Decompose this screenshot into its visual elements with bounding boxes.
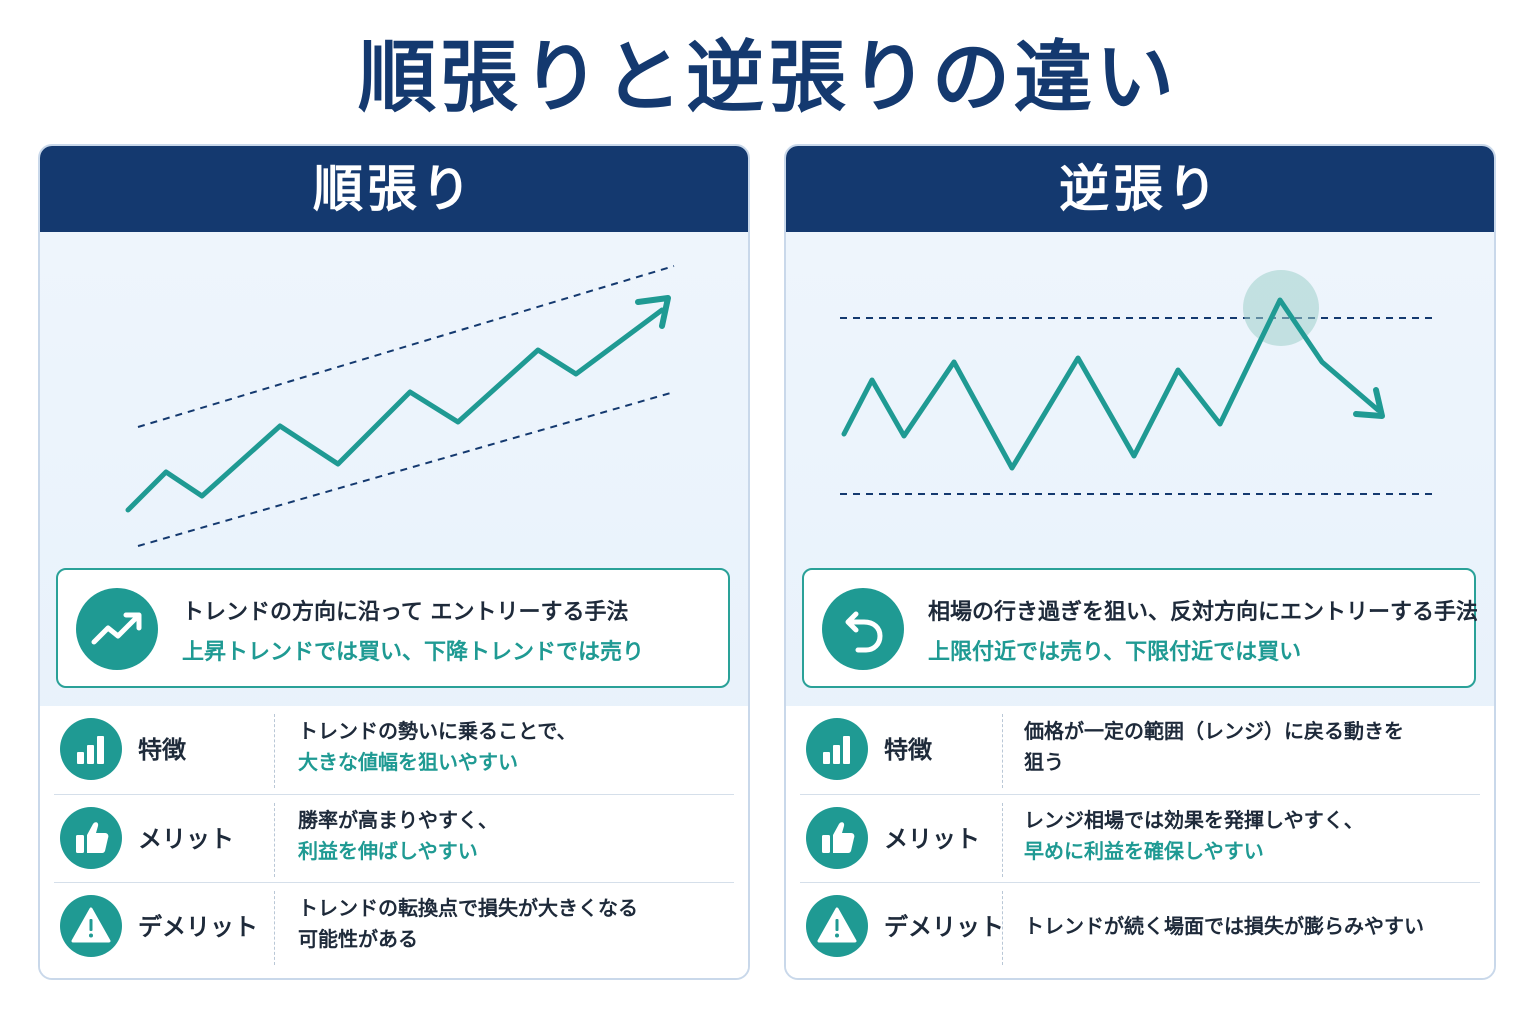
range-diagram (840, 270, 1438, 495)
row-text: トレンドの勢いに乗ることで、 大きな値幅を狙いやすい (298, 716, 728, 778)
warning-icon (806, 895, 868, 957)
panel-header: 逆張り (786, 146, 1494, 232)
method-description-box: トレンドの方向に沿って エントリーする手法 上昇トレンドでは買い、下降トレンドで… (56, 568, 730, 688)
row-text-highlight: 早めに利益を確保しやすい (1024, 839, 1264, 863)
page-title: 順張りと逆張りの違い (357, 33, 1178, 123)
table-row-merit: メリット レンジ相場では効果を発揮しやすく、 早めに利益を確保しやすい (800, 794, 1480, 884)
method-description-box: 相場の行き過ぎを狙い、反対方向にエントリーする手法 上限付近では売り、下限付近で… (802, 568, 1479, 688)
row-label: 特徴 (138, 736, 186, 764)
method-definition: 相場の行き過ぎを狙い、反対方向にエントリーする手法 (928, 600, 1479, 625)
range-price-line (841, 297, 1381, 471)
row-text-line: 狙う (1024, 750, 1064, 774)
table-row-feature: 特徴 トレンドの勢いに乗ることで、 大きな値幅を狙いやすい (54, 706, 734, 796)
uptrend-price-line (125, 307, 665, 513)
row-text-line: トレンドの転換点で損失が大きくなる (298, 896, 638, 920)
method-definition: トレンドの方向に沿って エントリーする手法 (182, 600, 629, 625)
row-text-line: 価格が一定の範囲（レンジ）に戻る動きを (1024, 719, 1404, 743)
divider (1002, 891, 1003, 965)
downward-arrowhead (1353, 387, 1385, 419)
contrarian-panel: 逆張り 相場の行き過ぎを狙い、反対方向にエントリーする手法 上限付近では売り、下… (784, 144, 1496, 980)
row-text: トレンドが続く場面では損失が膨らみやすい (1024, 911, 1484, 942)
row-text-line: 可能性がある (298, 927, 418, 951)
divider (1002, 714, 1003, 788)
row-text-line: トレンドが続く場面では損失が膨らみやすい (1024, 914, 1424, 938)
table-row-demerit: デメリット トレンドの転換点で損失が大きくなる 可能性がある (54, 882, 734, 972)
trend-up-icon (76, 588, 158, 670)
row-text-highlight: 利益を伸ばしやすい (298, 839, 478, 863)
bar-chart-icon (806, 718, 868, 780)
row-label: デメリット (138, 913, 258, 941)
row-label: メリット (138, 825, 234, 853)
row-text: 勝率が高まりやすく、 利益を伸ばしやすい (298, 805, 728, 867)
row-label: メリット (884, 825, 980, 853)
row-text-line: トレンドの勢いに乗ることで、 (298, 719, 577, 743)
row-text: レンジ相場では効果を発揮しやすく、 早めに利益を確保しやすい (1024, 805, 1484, 867)
row-label: デメリット (884, 913, 1004, 941)
row-label: 特徴 (884, 736, 932, 764)
feature-table: 特徴 価格が一定の範囲（レンジ）に戻る動きを 狙う メリット レンジ相場では効果… (786, 706, 1494, 978)
feature-table: 特徴 トレンドの勢いに乗ることで、 大きな値幅を狙いやすい メリット 勝率が高ま… (40, 706, 748, 978)
thumbs-up-icon (60, 807, 122, 869)
row-text: 価格が一定の範囲（レンジ）に戻る動きを 狙う (1024, 716, 1484, 778)
method-rule: 上昇トレンドでは買い、下降トレンドでは売り (182, 640, 645, 665)
trend-following-panel: 順張り トレンドの方向に沿って エントリーする手法 上昇トレンドでは買い、下降ト… (38, 144, 750, 980)
divider (1002, 803, 1003, 877)
table-row-feature: 特徴 価格が一定の範囲（レンジ）に戻る動きを 狙う (800, 706, 1480, 796)
row-text: トレンドの転換点で損失が大きくなる 可能性がある (298, 893, 728, 955)
panel-header: 順張り (40, 146, 748, 232)
row-text-line: 勝率が高まりやすく、 (298, 808, 498, 832)
warning-icon (60, 895, 122, 957)
row-text-highlight: 大きな値幅を狙いやすい (298, 750, 518, 774)
lower-channel-line (137, 391, 675, 547)
divider (274, 714, 275, 788)
undo-arrow-icon (822, 588, 904, 670)
table-row-merit: メリット 勝率が高まりやすく、 利益を伸ばしやすい (54, 794, 734, 884)
uptrend-diagram (125, 265, 675, 547)
method-rule: 上限付近では売り、下限付近では買い (928, 640, 1302, 665)
uptrend-arrowhead (635, 295, 671, 329)
divider (274, 803, 275, 877)
peak-highlight (1243, 270, 1319, 346)
table-row-demerit: デメリット トレンドが続く場面では損失が膨らみやすい (800, 882, 1480, 972)
row-text-line: レンジ相場では効果を発揮しやすく、 (1024, 808, 1364, 832)
divider (274, 891, 275, 965)
thumbs-up-icon (806, 807, 868, 869)
upper-channel-line (137, 265, 675, 428)
bar-chart-icon (60, 718, 122, 780)
